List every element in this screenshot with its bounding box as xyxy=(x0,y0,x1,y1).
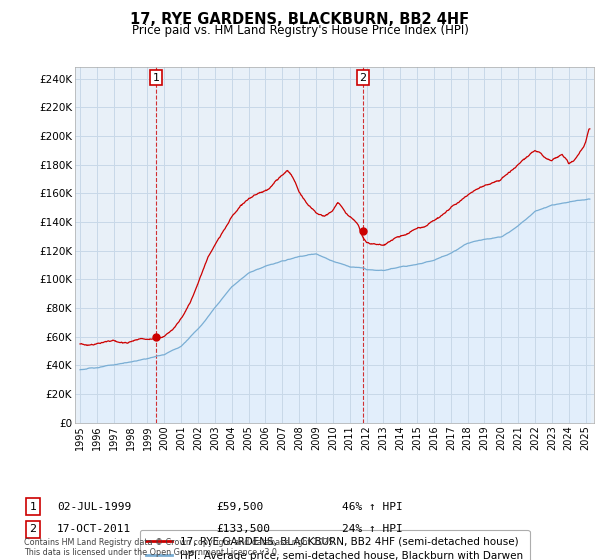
Text: 02-JUL-1999: 02-JUL-1999 xyxy=(57,502,131,512)
Text: 17-OCT-2011: 17-OCT-2011 xyxy=(57,524,131,534)
Text: 2: 2 xyxy=(29,524,37,534)
Text: £133,500: £133,500 xyxy=(216,524,270,534)
Legend: 17, RYE GARDENS, BLACKBURN, BB2 4HF (semi-detached house), HPI: Average price, s: 17, RYE GARDENS, BLACKBURN, BB2 4HF (sem… xyxy=(139,530,530,560)
Text: Price paid vs. HM Land Registry's House Price Index (HPI): Price paid vs. HM Land Registry's House … xyxy=(131,24,469,36)
Text: 1: 1 xyxy=(152,73,160,82)
Text: 17, RYE GARDENS, BLACKBURN, BB2 4HF: 17, RYE GARDENS, BLACKBURN, BB2 4HF xyxy=(130,12,470,27)
Text: £59,500: £59,500 xyxy=(216,502,263,512)
Text: Contains HM Land Registry data © Crown copyright and database right 2025.
This d: Contains HM Land Registry data © Crown c… xyxy=(24,538,336,557)
Text: 1: 1 xyxy=(29,502,37,512)
Text: 2: 2 xyxy=(359,73,367,82)
Text: 46% ↑ HPI: 46% ↑ HPI xyxy=(342,502,403,512)
Text: 24% ↑ HPI: 24% ↑ HPI xyxy=(342,524,403,534)
